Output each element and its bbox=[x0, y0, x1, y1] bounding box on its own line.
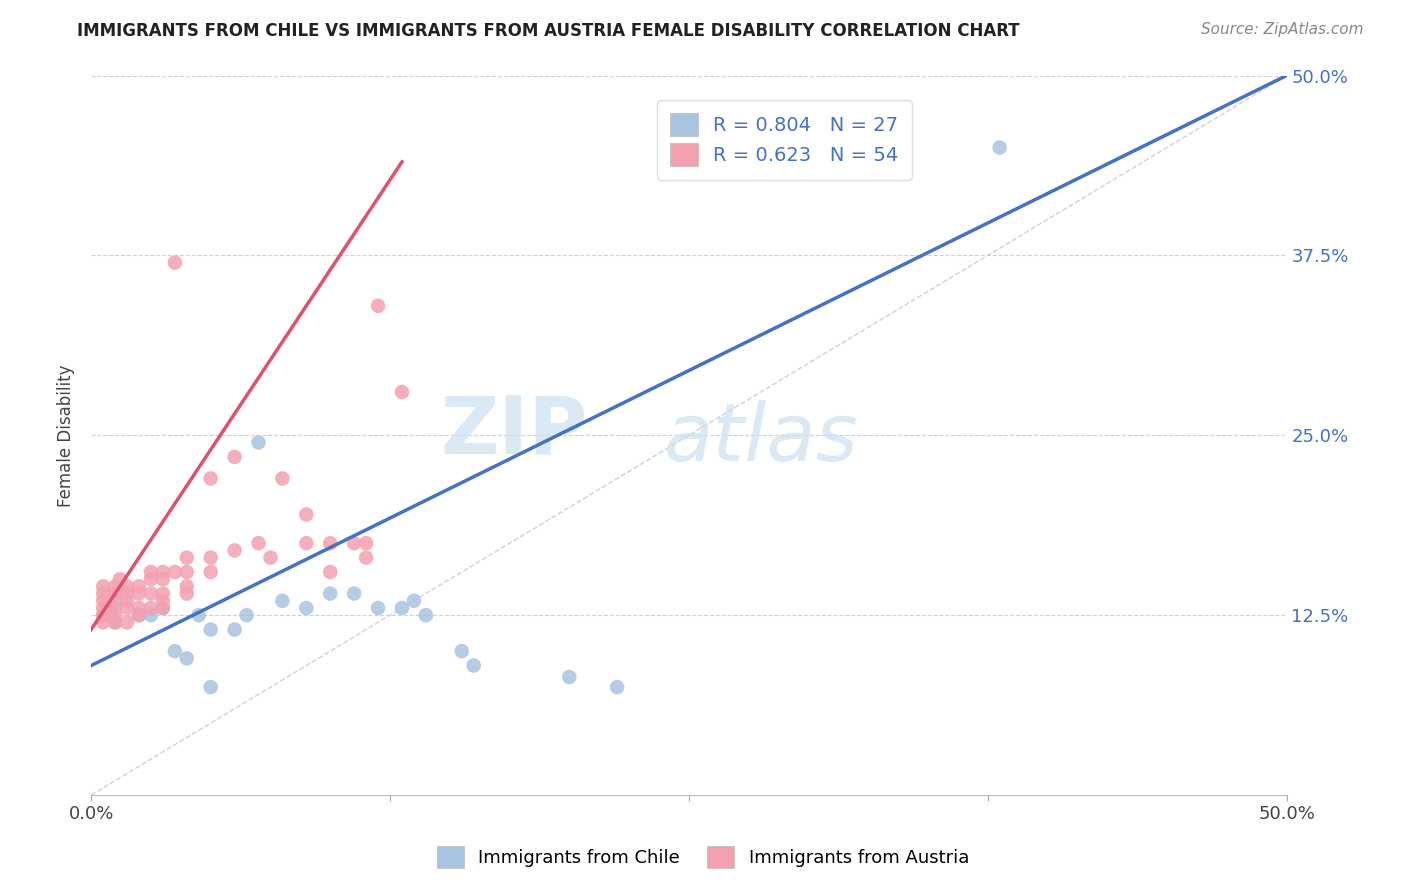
Point bbox=[200, 680, 222, 694]
Point bbox=[163, 565, 186, 579]
Point bbox=[163, 255, 186, 269]
Text: atlas: atlas bbox=[664, 400, 858, 478]
Point bbox=[200, 623, 222, 637]
Point bbox=[354, 550, 377, 565]
Point bbox=[152, 601, 174, 615]
Point bbox=[152, 594, 174, 608]
Point bbox=[343, 586, 366, 600]
Point bbox=[391, 385, 413, 400]
Point bbox=[115, 594, 138, 608]
Point bbox=[463, 658, 485, 673]
Point bbox=[354, 536, 377, 550]
Point bbox=[295, 601, 318, 615]
Point bbox=[176, 550, 198, 565]
Point bbox=[115, 615, 138, 630]
Point bbox=[91, 594, 114, 608]
Point bbox=[224, 623, 246, 637]
Point bbox=[115, 586, 138, 600]
Point bbox=[104, 586, 127, 600]
Point bbox=[247, 435, 270, 450]
Point bbox=[104, 608, 127, 623]
Point bbox=[271, 471, 294, 485]
Point bbox=[128, 601, 150, 615]
Y-axis label: Female Disability: Female Disability bbox=[58, 364, 75, 507]
Point bbox=[139, 565, 162, 579]
Point bbox=[104, 615, 127, 630]
Point bbox=[367, 601, 389, 615]
Text: Source: ZipAtlas.com: Source: ZipAtlas.com bbox=[1201, 22, 1364, 37]
Point bbox=[91, 608, 114, 623]
Point bbox=[176, 586, 198, 600]
Point bbox=[558, 670, 581, 684]
Point bbox=[247, 536, 270, 550]
Point bbox=[224, 450, 246, 464]
Point bbox=[91, 601, 114, 615]
Point bbox=[128, 608, 150, 623]
Point bbox=[391, 601, 413, 615]
Point bbox=[104, 594, 127, 608]
Point bbox=[91, 608, 114, 623]
Point bbox=[259, 550, 281, 565]
Point bbox=[319, 536, 342, 550]
Point bbox=[319, 586, 342, 600]
Point bbox=[200, 471, 222, 485]
Point bbox=[152, 586, 174, 600]
Point bbox=[367, 299, 389, 313]
Point bbox=[91, 615, 114, 630]
Point bbox=[128, 579, 150, 593]
Legend: R = 0.804   N = 27, R = 0.623   N = 54: R = 0.804 N = 27, R = 0.623 N = 54 bbox=[657, 100, 912, 179]
Point bbox=[91, 586, 114, 600]
Point bbox=[104, 601, 127, 615]
Point bbox=[139, 572, 162, 586]
Point bbox=[108, 572, 131, 586]
Point bbox=[128, 608, 150, 623]
Point bbox=[115, 601, 138, 615]
Point bbox=[295, 508, 318, 522]
Point bbox=[97, 601, 120, 615]
Point bbox=[224, 543, 246, 558]
Point bbox=[343, 536, 366, 550]
Text: IMMIGRANTS FROM CHILE VS IMMIGRANTS FROM AUSTRIA FEMALE DISABILITY CORRELATION C: IMMIGRANTS FROM CHILE VS IMMIGRANTS FROM… bbox=[77, 22, 1019, 40]
Point bbox=[176, 651, 198, 665]
Point bbox=[115, 579, 138, 593]
Point bbox=[200, 550, 222, 565]
Point bbox=[988, 140, 1011, 154]
Point bbox=[104, 579, 127, 593]
Point bbox=[295, 536, 318, 550]
Point bbox=[235, 608, 257, 623]
Point bbox=[200, 565, 222, 579]
Text: ZIP: ZIP bbox=[440, 392, 588, 471]
Point bbox=[176, 565, 198, 579]
Point bbox=[139, 608, 162, 623]
Point bbox=[152, 572, 174, 586]
Legend: Immigrants from Chile, Immigrants from Austria: Immigrants from Chile, Immigrants from A… bbox=[426, 835, 980, 879]
Point bbox=[91, 579, 114, 593]
Point bbox=[450, 644, 472, 658]
Point bbox=[128, 586, 150, 600]
Point bbox=[139, 586, 162, 600]
Point bbox=[152, 565, 174, 579]
Point bbox=[152, 601, 174, 615]
Point bbox=[104, 615, 127, 630]
Point bbox=[176, 579, 198, 593]
Point bbox=[271, 594, 294, 608]
Point bbox=[402, 594, 425, 608]
Point bbox=[415, 608, 437, 623]
Point bbox=[319, 565, 342, 579]
Point bbox=[139, 601, 162, 615]
Point bbox=[163, 644, 186, 658]
Point bbox=[187, 608, 209, 623]
Point bbox=[606, 680, 628, 694]
